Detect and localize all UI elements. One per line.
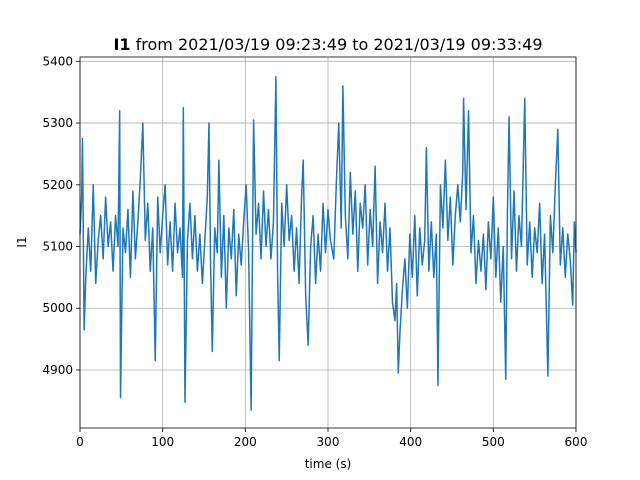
y-tick-label: 5100 [42,240,73,254]
x-tick-label: 600 [565,435,588,449]
x-tick-label: 200 [234,435,257,449]
y-tick-label: 4900 [42,363,73,377]
plot-frame [79,56,577,429]
x-tick-label: 100 [151,435,174,449]
title-text: from 2021/03/19 09:23:49 to 2021/03/19 0… [136,35,543,54]
y-tick-label: 5400 [42,54,73,68]
y-tick-label: 5200 [42,178,73,192]
x-tick-label: 300 [317,435,340,449]
x-tick-label: 400 [399,435,422,449]
x-tick-label: 0 [76,435,84,449]
chart-title: I1 from 2021/03/19 09:23:49 to 2021/03/1… [113,35,542,54]
title-bold: I1 [113,35,130,54]
data-line [79,76,577,411]
x-axis-label: time (s) [305,457,352,471]
y-tick-label: 5000 [42,301,73,315]
y-tick-label: 5300 [42,116,73,130]
y-axis-label: I1 [15,236,29,247]
x-tick-label: 500 [482,435,505,449]
